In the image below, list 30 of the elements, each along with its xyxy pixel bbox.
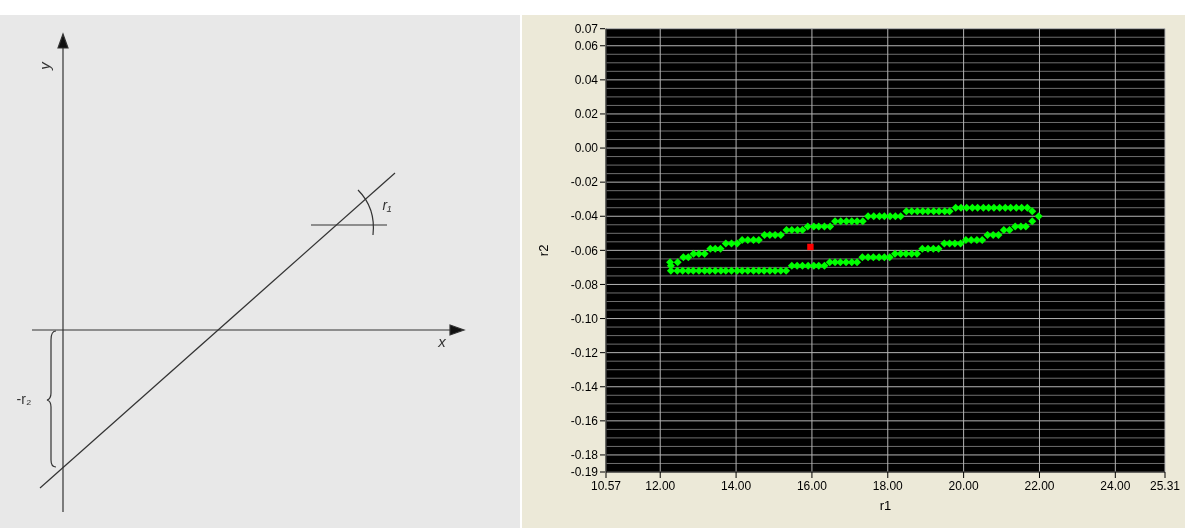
y-tick-label: 0.07 [574,21,599,36]
y-tick-label: -0.08 [570,277,599,292]
x-tick-label: 10.57 [590,479,622,493]
x-tick-label: 18.00 [872,479,904,493]
y-tick-label: -0.18 [570,448,599,463]
y-tick-label: -0.04 [570,209,599,224]
x-tick-label: 22.00 [1024,479,1055,493]
y-tick-label: -0.16 [570,414,599,429]
x-tick-label: 12.00 [645,479,676,493]
y-tick-label: -0.06 [570,243,599,258]
y-tick-label: -0.19 [570,465,599,480]
text: x [437,333,447,350]
x-tick-label: 25.31 [1149,479,1181,493]
y-tick-label: 0.00 [574,141,599,156]
text: -r₂ [16,391,32,407]
x-tick-label: 24.00 [1100,479,1131,493]
y-tick-label: -0.02 [570,175,599,190]
x-axis-title: r1 [879,498,892,513]
y-tick-label: 0.02 [574,107,599,122]
y-tick-label: 0.06 [574,38,599,53]
x-tick-label: 20.00 [948,479,979,493]
y-axis-title: r2 [536,244,551,257]
y-tick-label: -0.14 [570,379,599,394]
y-tick-label: -0.10 [570,311,599,326]
y-tick-label: -0.12 [570,345,599,360]
y-tick-label: 0.04 [574,73,599,88]
text: r₁ [382,197,393,213]
text: y [36,60,53,71]
x-tick-label: 14.00 [721,479,752,493]
x-tick-label: 16.00 [796,479,828,493]
